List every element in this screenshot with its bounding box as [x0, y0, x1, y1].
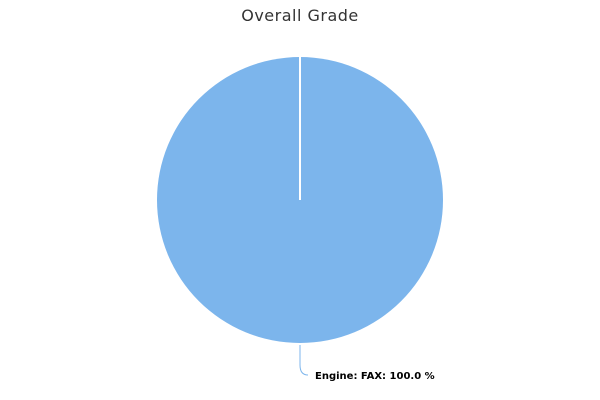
chart-title: Overall Grade: [241, 6, 359, 25]
slice-label: Engine: FAX: 100.0 %: [315, 371, 435, 382]
label-connector: [299, 345, 309, 376]
